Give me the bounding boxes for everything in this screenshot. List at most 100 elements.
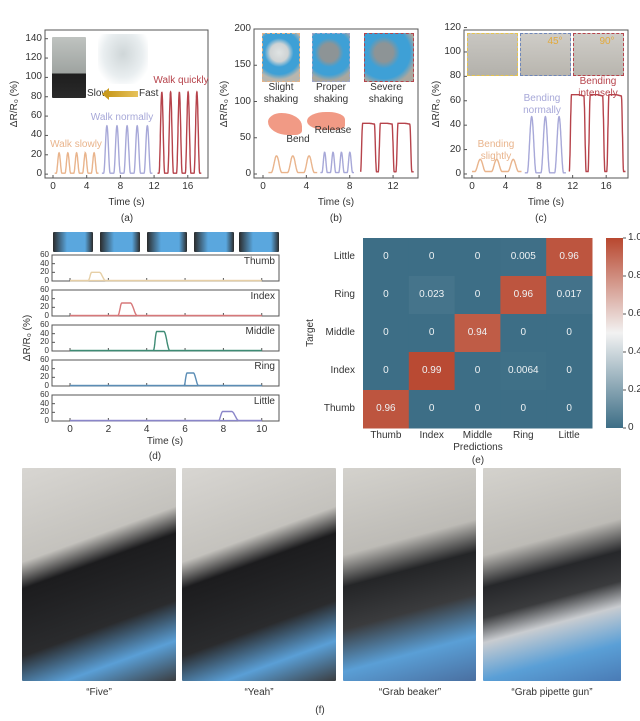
cell-value: 0 bbox=[383, 327, 389, 338]
y-tick-label: 40 bbox=[40, 328, 49, 338]
y-tick-label: 20 bbox=[449, 143, 461, 155]
y-tick-label: 0 bbox=[245, 168, 251, 179]
x-tick-label: 0 bbox=[260, 181, 266, 192]
proper-shaking-frame bbox=[312, 33, 350, 82]
hand-release-illustration bbox=[307, 112, 345, 130]
y-tick-label: 60 bbox=[449, 94, 461, 106]
y-tick-label: 60 bbox=[30, 110, 42, 122]
heatmap-cell bbox=[454, 314, 501, 353]
panel-label: (e) bbox=[471, 455, 485, 466]
y-tick-label: 0 bbox=[44, 311, 49, 320]
series-line-3 bbox=[359, 122, 414, 173]
subplot-label-index: Index bbox=[250, 291, 275, 302]
column-label: Middle bbox=[462, 430, 493, 441]
heatmap-cell bbox=[454, 276, 501, 315]
slight-shaking-frame bbox=[262, 33, 300, 82]
photo-caption-yeah: “Yeah” bbox=[244, 687, 274, 698]
subplot-label-middle: Middle bbox=[245, 326, 275, 337]
release-label: Release bbox=[314, 125, 352, 136]
series-line-3 bbox=[157, 90, 202, 174]
y-tick-label: 0 bbox=[44, 381, 49, 390]
cell-value: 0.96 bbox=[513, 289, 534, 300]
cell-value: 0 bbox=[383, 365, 389, 376]
heatmap-cell bbox=[454, 352, 501, 391]
x-tick-label: 0 bbox=[469, 181, 475, 192]
heatmap-cell bbox=[408, 276, 456, 315]
y-tick-label: 120 bbox=[25, 52, 42, 64]
cell-value: 0.99 bbox=[421, 365, 442, 376]
y-axis-label: Target bbox=[305, 319, 316, 347]
column-label: Ring bbox=[513, 430, 534, 441]
y-tick-label: 40 bbox=[40, 258, 49, 268]
heatmap-cell bbox=[546, 238, 593, 277]
cell-value: 0 bbox=[474, 403, 481, 414]
row-label: Middle bbox=[325, 327, 355, 338]
heatmap-cell bbox=[408, 390, 456, 429]
colorbar-tick-label: 0.8 bbox=[628, 270, 640, 281]
slight-shaking-photo bbox=[262, 33, 300, 82]
series-line-thumb bbox=[70, 271, 262, 282]
colorbar-tick-label: 0.6 bbox=[628, 308, 640, 319]
x-tick-label: 4 bbox=[303, 181, 310, 192]
colorbar-tick-label: 1.0 bbox=[628, 232, 640, 243]
subplot-label-thumb: Thumb bbox=[243, 256, 275, 267]
finger-photo-1 bbox=[53, 232, 93, 252]
heatmap-cell bbox=[546, 352, 593, 391]
y-tick-label: 0 bbox=[44, 276, 49, 285]
cell-value: 0 bbox=[428, 327, 435, 338]
heatmap-cell bbox=[363, 238, 410, 277]
x-axis-label: Time (s) bbox=[527, 197, 565, 208]
plot-frame bbox=[51, 394, 280, 422]
heatmap-cell bbox=[500, 238, 547, 277]
hand-bend-illustration bbox=[268, 113, 302, 135]
y-tick-label: 100 bbox=[234, 95, 251, 107]
series-line-1 bbox=[54, 151, 99, 174]
fast-label: Fast bbox=[139, 88, 159, 99]
heatmap-cell bbox=[363, 276, 410, 315]
y-tick-label: 60 bbox=[40, 250, 49, 259]
series-line-index bbox=[70, 302, 262, 317]
finger-photo-2 bbox=[100, 232, 140, 252]
heatmap-cell bbox=[546, 314, 593, 353]
panel-label: (a) bbox=[120, 213, 134, 224]
series-line-little bbox=[70, 410, 262, 422]
y-tick-label: 120 bbox=[444, 21, 461, 33]
series-line-2 bbox=[101, 124, 153, 174]
heatmap-cell bbox=[546, 276, 593, 315]
series-line-2 bbox=[320, 151, 354, 174]
series-label-walk-normally: Walk normally bbox=[90, 112, 154, 123]
plot-frame bbox=[51, 359, 280, 387]
y-tick-label: 80 bbox=[30, 90, 42, 102]
cell-value: 0.96 bbox=[376, 403, 396, 414]
cell-value: 0 bbox=[383, 251, 389, 262]
heatmap-cell bbox=[500, 390, 547, 429]
bend-label: Bend bbox=[286, 134, 310, 145]
cell-value: 0 bbox=[566, 403, 572, 414]
x-tick-label: 4 bbox=[83, 181, 90, 192]
series-line-ring bbox=[70, 372, 262, 387]
x-tick-label: 12 bbox=[387, 181, 399, 192]
proper-shaking-photo bbox=[312, 33, 350, 82]
cell-value: 0 bbox=[520, 327, 527, 338]
y-tick-label: 0 bbox=[455, 167, 461, 179]
heatmap-cell bbox=[363, 314, 410, 353]
series-line-middle bbox=[70, 330, 262, 352]
robot-hand-photo-yeah bbox=[182, 468, 336, 681]
y-tick-label: 100 bbox=[25, 71, 42, 83]
x-tick-label: 10 bbox=[256, 424, 268, 435]
cell-value: 0.0064 bbox=[508, 365, 539, 376]
y-tick-label: 80 bbox=[449, 70, 461, 82]
row-label: Index bbox=[330, 365, 355, 376]
cell-value: 0 bbox=[566, 327, 572, 338]
x-axis-label: Time (s) bbox=[108, 197, 145, 208]
panel-label-f: (f) bbox=[315, 705, 325, 716]
cell-value: 0 bbox=[428, 251, 435, 262]
cell-value: 0.023 bbox=[419, 289, 445, 300]
y-axis-label: ΔR/R₀ (%) bbox=[9, 80, 20, 128]
heatmap-cell bbox=[363, 352, 410, 391]
slow-label: Slow bbox=[87, 88, 109, 99]
subplot-label-little: Little bbox=[253, 396, 275, 407]
cell-value: 0 bbox=[428, 403, 435, 414]
